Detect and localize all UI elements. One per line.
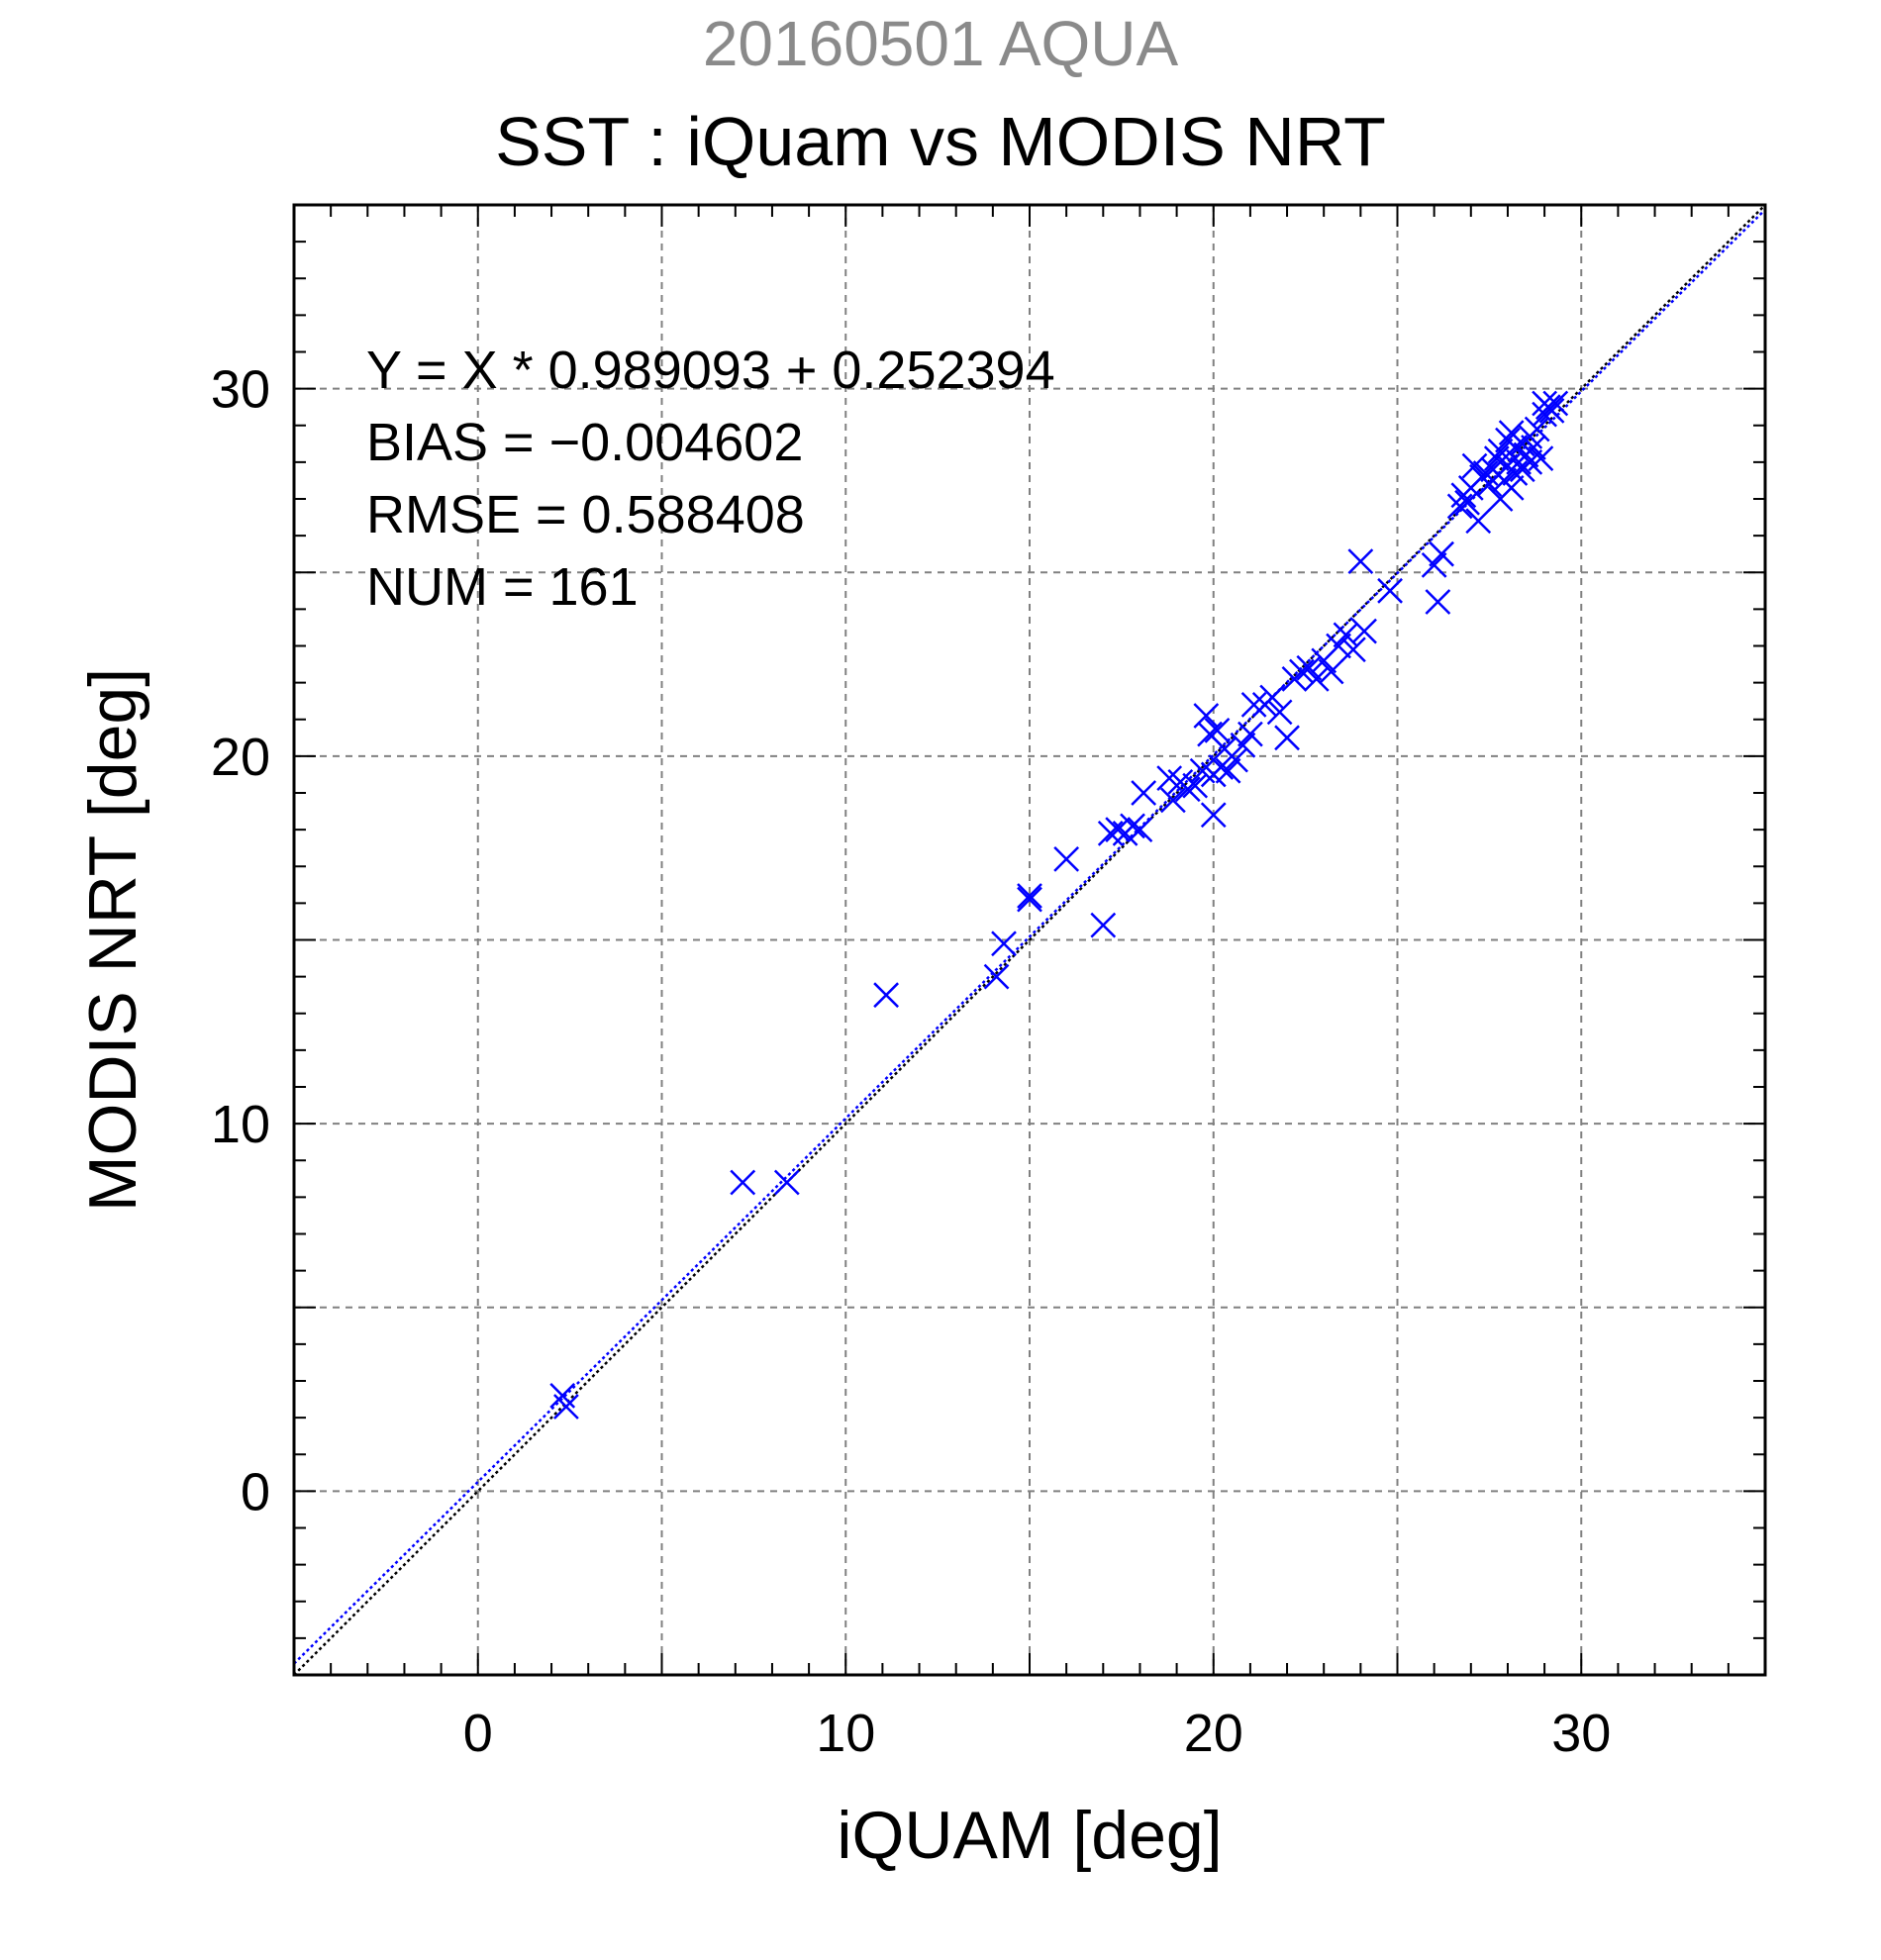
data-point [773,1169,800,1196]
x-tick-label: 20 [1184,1704,1243,1763]
data-point [1377,577,1403,604]
data-point [1487,438,1514,464]
plot-frame [292,203,1767,1677]
statistics-annotation: Y = X * 0.989093 + 0.252394 BIAS = −0.00… [366,341,1055,617]
data-point [1105,817,1132,843]
data-point [1200,802,1227,829]
data-point [1351,618,1377,644]
data-point [1454,489,1480,516]
data-point [1326,633,1351,659]
data-point [1204,718,1231,743]
data-point [1465,508,1492,535]
data-point [1193,703,1220,729]
data-points [549,390,1569,1420]
data-point [1340,637,1366,663]
data-point [983,963,1010,990]
y-tick-label: 0 [241,1462,270,1521]
num-value: NUM = 161 [366,557,639,617]
data-point [1053,845,1080,872]
data-point [1127,817,1153,843]
tick-labels: 0 10 20 30 0 10 20 30 [211,360,1611,1763]
data-point [1223,746,1248,773]
data-point [1296,654,1323,681]
y-tick-label: 30 [211,360,270,420]
data-point [1421,551,1447,578]
data-point [1538,398,1565,424]
data-point [991,931,1017,957]
chart-title: SST : iQuam vs MODIS NRT [495,103,1386,180]
data-point [1160,787,1186,814]
data-point [1318,658,1344,685]
x-axis-label: iQUAM [deg] [837,1798,1222,1873]
data-point [1425,589,1451,615]
data-point [1238,721,1263,747]
data-point [1266,699,1293,726]
data-point [873,982,899,1009]
data-point [1303,666,1330,692]
data-point [1131,780,1157,806]
data-point [1498,474,1525,501]
data-point [1017,883,1042,909]
data-point [1090,912,1117,938]
x-tick-label: 0 [463,1704,493,1763]
data-point [1289,658,1315,685]
minor-ticks [294,205,1765,1675]
data-point [1429,540,1454,567]
data-point [1174,776,1201,803]
data-point [1215,757,1241,784]
data-point [1483,445,1510,472]
x-tick-label: 10 [816,1704,875,1763]
one-to-one-line [293,204,1766,1676]
data-point [1240,692,1267,718]
x-tick-label: 30 [1551,1704,1611,1763]
data-point [1017,886,1042,913]
data-point [1528,445,1554,472]
chart-date-title: 20160501 AQUA [702,8,1179,79]
data-point [1542,390,1569,417]
data-point [1120,813,1145,839]
rmse-value: RMSE = 0.588408 [366,485,805,544]
data-point [1230,732,1256,758]
data-point [1347,548,1374,574]
y-axis-label: MODIS NRT [deg] [75,668,150,1212]
regression-equation: Y = X * 0.989093 + 0.252394 [366,341,1055,400]
data-point [553,1394,579,1420]
data-point [1524,416,1550,442]
y-tick-label: 10 [211,1095,270,1154]
data-point [730,1169,756,1196]
data-point [1182,772,1209,799]
data-point [1259,684,1286,711]
y-tick-label: 20 [211,728,270,787]
data-point [1274,725,1300,751]
data-point [1097,820,1124,846]
bias-value: BIAS = −0.004602 [366,413,803,472]
